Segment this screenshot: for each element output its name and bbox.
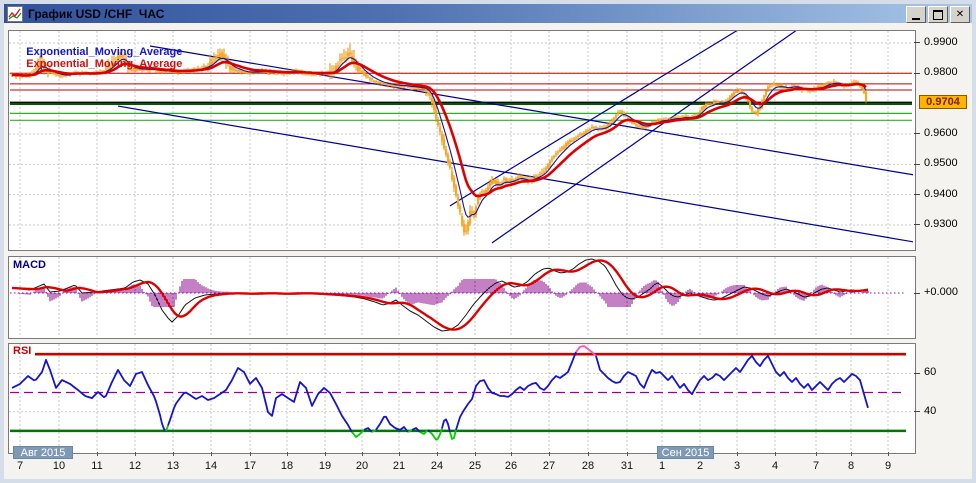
date-label: 25 bbox=[468, 460, 482, 472]
date-label: 31 bbox=[620, 460, 634, 472]
date-label: 18 bbox=[280, 460, 294, 472]
date-tick bbox=[399, 452, 400, 456]
date-tick bbox=[250, 452, 251, 456]
date-label: 8 bbox=[847, 460, 855, 472]
date-label: 7 bbox=[16, 460, 24, 472]
scale-tick bbox=[914, 133, 920, 134]
date-tick bbox=[775, 452, 776, 456]
date-label: 1 bbox=[658, 460, 666, 472]
scale-tick bbox=[914, 42, 920, 43]
chart-icon[interactable] bbox=[7, 5, 23, 22]
date-label: 4 bbox=[771, 460, 779, 472]
scale-tick bbox=[914, 194, 920, 195]
macd-panel[interactable] bbox=[8, 256, 916, 339]
date-tick bbox=[325, 452, 326, 456]
price-scale-label: 0.9300 bbox=[924, 218, 958, 230]
date-tick bbox=[737, 452, 738, 456]
date-label: 17 bbox=[243, 460, 257, 472]
date-label: 13 bbox=[166, 460, 180, 472]
window-titlebar[interactable]: График USD /CHF ЧАС ✕ bbox=[4, 4, 972, 23]
date-label: 28 bbox=[581, 460, 595, 472]
price-chart-panel[interactable] bbox=[8, 30, 916, 251]
date-tick bbox=[511, 452, 512, 456]
date-tick bbox=[888, 452, 889, 456]
macd-scale-label: +0.000 bbox=[924, 286, 958, 298]
month-label: Авг 2015 bbox=[13, 446, 73, 459]
price-scale-label: 0.9400 bbox=[924, 188, 958, 200]
date-label: 19 bbox=[318, 460, 332, 472]
scale-tick bbox=[914, 224, 920, 225]
date-label: 26 bbox=[504, 460, 518, 472]
date-label: 3 bbox=[733, 460, 741, 472]
date-label: 2 bbox=[696, 460, 704, 472]
date-tick bbox=[362, 452, 363, 456]
maximize-button[interactable] bbox=[928, 6, 948, 23]
rsi-scale-label: 60 bbox=[924, 366, 937, 378]
macd-label: MACD bbox=[13, 259, 46, 271]
maximize-icon bbox=[933, 9, 943, 20]
price-scale-label: 0.9800 bbox=[924, 66, 958, 78]
date-tick bbox=[816, 452, 817, 456]
scale-tick bbox=[914, 73, 920, 74]
current-price-tag: 0.9704 bbox=[919, 95, 967, 109]
date-tick bbox=[549, 452, 550, 456]
date-tick bbox=[627, 452, 628, 456]
date-label: 10 bbox=[52, 460, 66, 472]
date-label: 21 bbox=[392, 460, 406, 472]
rsi-scale-label: 40 bbox=[924, 405, 937, 417]
date-tick bbox=[437, 452, 438, 456]
date-label: 12 bbox=[128, 460, 142, 472]
date-tick bbox=[851, 452, 852, 456]
date-label: 20 bbox=[355, 460, 369, 472]
close-button[interactable]: ✕ bbox=[950, 6, 970, 23]
month-label: Сен 2015 bbox=[657, 446, 714, 459]
ema-legend-blue: Exponential_Moving_Average bbox=[26, 46, 183, 58]
rsi-label: RSI bbox=[13, 345, 32, 357]
indicator-legend: Exponential_Moving_Average Exponential_M… bbox=[14, 34, 185, 82]
minimize-button[interactable] bbox=[906, 6, 926, 23]
date-tick bbox=[97, 452, 98, 456]
date-tick bbox=[135, 452, 136, 456]
close-icon: ✕ bbox=[955, 8, 965, 20]
date-tick bbox=[287, 452, 288, 456]
price-scale-label: 0.9500 bbox=[924, 157, 958, 169]
date-label: 14 bbox=[204, 460, 218, 472]
date-label: 11 bbox=[91, 460, 103, 472]
ema-legend-red: Exponential_Moving_Average bbox=[26, 58, 183, 70]
date-tick bbox=[211, 452, 212, 456]
date-label: 27 bbox=[542, 460, 556, 472]
price-scale-label: 0.9900 bbox=[924, 36, 958, 48]
minimize-icon bbox=[912, 17, 920, 20]
scale-tick bbox=[914, 373, 920, 374]
date-tick bbox=[173, 452, 174, 456]
rsi-panel[interactable] bbox=[8, 343, 916, 454]
date-label: 24 bbox=[430, 460, 444, 472]
date-tick bbox=[475, 452, 476, 456]
scale-tick bbox=[914, 411, 920, 412]
scale-tick bbox=[914, 164, 920, 165]
date-label: 7 bbox=[812, 460, 820, 472]
window-title: График USD /CHF ЧАС bbox=[28, 6, 165, 21]
date-label: 9 bbox=[884, 460, 892, 472]
scale-tick bbox=[914, 293, 920, 294]
date-tick bbox=[588, 452, 589, 456]
price-scale-label: 0.9600 bbox=[924, 127, 958, 139]
